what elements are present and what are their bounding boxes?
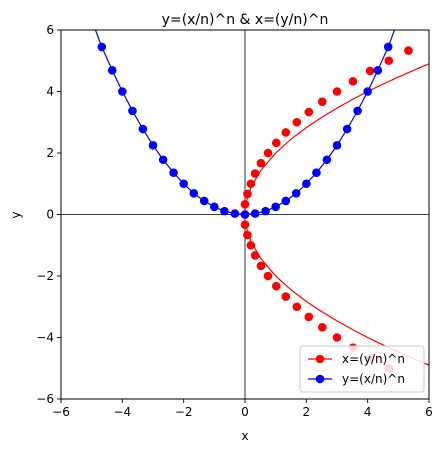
data-point-blue: [383, 42, 393, 52]
data-point-red-upper: [256, 158, 266, 168]
y-tick-label: 6: [46, 23, 54, 37]
data-point-red-lower: [317, 323, 327, 332]
data-point-blue: [189, 188, 199, 198]
data-point-red-upper: [384, 56, 394, 66]
data-point-red-lower: [243, 230, 252, 240]
y-axis-label: y: [9, 211, 23, 218]
chart-title: y=(x/n)^n & x=(y/n)^n: [162, 12, 329, 28]
data-point-red-lower: [240, 220, 250, 229]
data-point-blue: [138, 124, 148, 134]
legend-box: [299, 345, 425, 393]
y-tick-label: −2: [36, 269, 54, 283]
data-point-blue: [179, 179, 188, 189]
y-tick-label: 4: [46, 85, 54, 99]
data-point-red-upper: [240, 200, 250, 209]
x-tick-label: −2: [175, 405, 193, 419]
data-point-blue: [97, 42, 107, 52]
x-tick-label: 2: [303, 405, 311, 419]
x-tick-label: −6: [52, 405, 70, 419]
data-point-red-upper: [317, 97, 327, 106]
data-point-blue: [363, 87, 372, 96]
data-point-blue: [128, 106, 137, 116]
data-point-blue: [210, 202, 219, 212]
data-point-red-upper: [292, 117, 302, 127]
x-tick-label: 4: [364, 405, 372, 419]
data-point-blue: [322, 155, 332, 165]
plot-area: −6 −4 −2 0 2 4 6 −6 −4 −2 0 2 4 6 x=(y/n)^n y=(x/n)^n: [36, 23, 433, 419]
data-point-red-lower: [246, 240, 256, 250]
data-point-red-upper: [271, 138, 281, 148]
data-point-red-upper: [404, 46, 413, 55]
data-point-blue: [342, 124, 352, 134]
data-point-blue: [169, 168, 178, 177]
data-point-blue: [302, 179, 311, 189]
data-point-blue: [291, 188, 301, 198]
data-point-blue: [107, 65, 117, 75]
data-point-blue: [312, 168, 321, 177]
data-point-blue: [199, 196, 209, 206]
data-point-blue: [148, 141, 158, 150]
legend-entry: y=(x/n)^n: [342, 372, 405, 386]
data-point-blue: [220, 206, 229, 216]
legend-entry: x=(y/n)^n: [342, 352, 405, 366]
data-point-red-upper: [250, 169, 260, 178]
y-tick-label: 0: [46, 208, 54, 222]
x-axis-label: x: [241, 429, 248, 443]
data-point-red-upper: [304, 107, 314, 117]
x-tick-label: −4: [113, 405, 131, 419]
data-point-blue: [332, 141, 342, 150]
data-point-red-lower: [304, 312, 314, 322]
y-tick-label: 2: [46, 146, 54, 160]
y-tick-label: −6: [36, 392, 54, 406]
data-point-red-upper: [332, 87, 342, 96]
data-point-blue: [353, 106, 362, 116]
data-point-red-upper: [263, 148, 273, 158]
legend-marker: [315, 374, 325, 384]
x-tick-label: 0: [241, 405, 249, 419]
data-point-blue: [261, 206, 270, 216]
data-point-red-lower: [271, 281, 281, 291]
data-point-blue: [118, 87, 127, 96]
data-point-red-upper: [281, 128, 291, 137]
data-point-red-lower: [281, 292, 291, 301]
data-point-red-upper: [246, 179, 256, 189]
x-tick-label: 6: [425, 405, 433, 419]
data-point-red-lower: [263, 271, 273, 281]
data-point-red-upper: [365, 66, 375, 76]
data-point-red-upper: [348, 77, 358, 86]
data-point-red-lower: [332, 333, 342, 342]
data-point-blue: [158, 155, 168, 165]
legend-marker: [315, 354, 325, 364]
data-point-blue: [271, 202, 280, 212]
y-tick-label: −4: [36, 331, 54, 345]
series-layer: [61, 30, 429, 399]
data-point-red-lower: [292, 302, 302, 312]
data-point-blue: [240, 210, 250, 219]
data-point-red-upper: [243, 189, 252, 199]
data-point-blue: [250, 209, 260, 218]
data-point-blue: [373, 65, 383, 75]
data-point-blue: [281, 196, 291, 206]
data-point-red-lower: [256, 261, 266, 271]
data-point-blue: [230, 209, 240, 218]
data-point-red-lower: [250, 251, 260, 260]
